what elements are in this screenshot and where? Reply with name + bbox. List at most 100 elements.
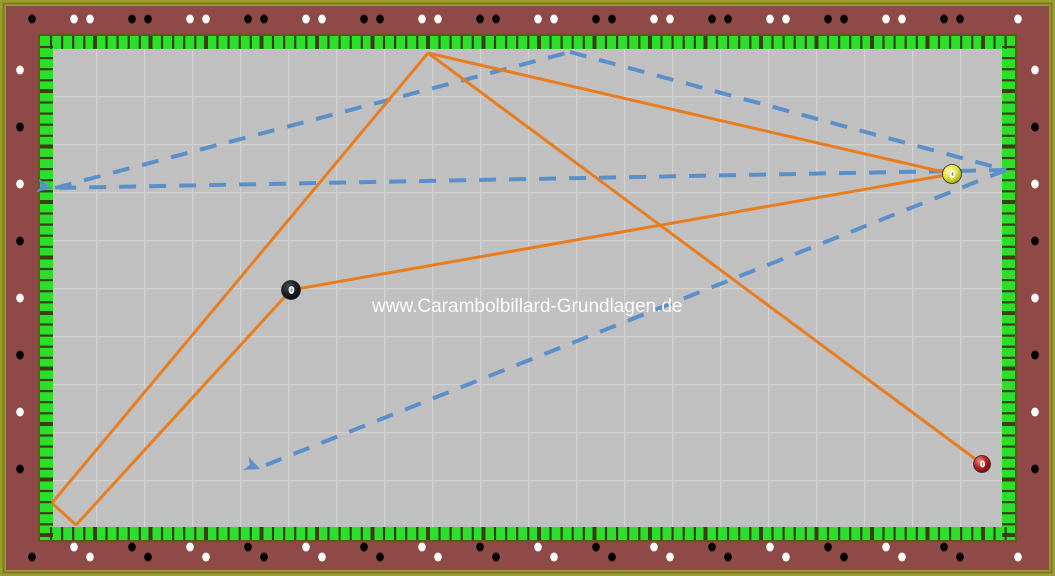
diamond-left-white (16, 293, 24, 303)
diamond-bottom-black (840, 552, 848, 562)
diamond-top-inner-white (766, 14, 774, 24)
diamond-bottom-black (376, 552, 384, 562)
diamond-bottom-inner-black (360, 542, 368, 552)
diamond-bottom-inner-black (128, 542, 136, 552)
bottom-left-to-left-cushion (50, 501, 78, 527)
diamond-top-inner-white (534, 14, 542, 24)
cushions (40, 36, 1015, 540)
diamond-top-black (28, 14, 36, 24)
cueball-to-yellow (290, 172, 953, 292)
diamond-right-white (1031, 65, 1039, 75)
yellow-ball (942, 164, 962, 184)
diamond-top-inner-black (128, 14, 136, 24)
diamond-bottom-black (956, 552, 964, 562)
arrow-bottom-left (243, 456, 260, 470)
diamond-top-white (434, 14, 442, 24)
diamond-bottom-inner-white (70, 542, 78, 552)
diamond-bottom-inner-white (882, 542, 890, 552)
cushion-segment-ticks (40, 36, 1015, 540)
diamond-top-black (608, 14, 616, 24)
diamond-bottom-inner-black (592, 542, 600, 552)
diamond-bottom-inner-white (186, 542, 194, 552)
diamond-bottom-inner-white (418, 542, 426, 552)
reference-arrowheads-blue (36, 178, 260, 470)
yellow-to-top-cushion (427, 51, 953, 176)
diamond-bottom-white (434, 552, 442, 562)
diamond-bottom-inner-white (650, 542, 658, 552)
diamond-top-white (86, 14, 94, 24)
right-cushion-to-bottom-arrow (265, 168, 1007, 467)
red-ball (973, 455, 991, 473)
diamond-left-black (16, 122, 24, 132)
diamond-bottom-black (724, 552, 732, 562)
diamond-left-black (16, 236, 24, 246)
diamond-bottom-white (550, 552, 558, 562)
diamond-top-white (782, 14, 790, 24)
diamond-bottom-black (28, 552, 36, 562)
right-cushion-to-left-arrow (54, 168, 1007, 190)
diamond-bottom-inner-white (766, 542, 774, 552)
diamond-bottom-white (782, 552, 790, 562)
diamond-top-inner-white (882, 14, 890, 24)
diamond-top-inner-white (650, 14, 658, 24)
diamond-top-white (666, 14, 674, 24)
diamond-top-inner-white (186, 14, 194, 24)
diamond-top-inner-white (418, 14, 426, 24)
diamond-bottom-inner-white (534, 542, 542, 552)
diamond-top-inner-black (476, 14, 484, 24)
diamond-right-white (1031, 407, 1039, 417)
diamond-top-inner-white (70, 14, 78, 24)
top-cushion-to-red (427, 51, 983, 466)
diamond-bottom-black (608, 552, 616, 562)
reference-lines-blue (54, 50, 1007, 467)
diamond-bottom-inner-black (708, 542, 716, 552)
diamond-right-white (1031, 293, 1039, 303)
diamond-top-white (1014, 14, 1022, 24)
rail-diamond-markers (16, 14, 1039, 562)
cushion-left (40, 36, 53, 540)
left-cushion-rebound (50, 52, 430, 504)
diamond-top-black (724, 14, 732, 24)
diamond-bottom-black (260, 552, 268, 562)
diamond-top-inner-black (360, 14, 368, 24)
diamond-top-white (318, 14, 326, 24)
diamond-bottom-white (898, 552, 906, 562)
diamond-bottom-inner-black (244, 542, 252, 552)
diamond-right-black (1031, 122, 1039, 132)
arrow-left (36, 178, 52, 193)
diamond-top-white (202, 14, 210, 24)
diamond-top-black (956, 14, 964, 24)
diamond-right-black (1031, 236, 1039, 246)
diamond-top-white (898, 14, 906, 24)
diamond-bottom-inner-white (302, 542, 310, 552)
diamond-bottom-black (144, 552, 152, 562)
diamond-bottom-inner-black (824, 542, 832, 552)
shot-path-orange (50, 51, 983, 527)
diamond-left-white (16, 65, 24, 75)
diamond-top-inner-black (940, 14, 948, 24)
balls-layer (281, 164, 991, 473)
diamond-right-white (1031, 179, 1039, 189)
diamond-bottom-white (202, 552, 210, 562)
diamond-left-white (16, 407, 24, 417)
diamond-top-inner-black (708, 14, 716, 24)
diamond-bottom-white (1014, 552, 1022, 562)
black-ball (281, 280, 301, 300)
diamond-top-white (550, 14, 558, 24)
diamond-left-black (16, 464, 24, 474)
table-felt (53, 49, 1002, 527)
diamond-top-black (144, 14, 152, 24)
cushion-right (1002, 36, 1015, 540)
diamond-right-black (1031, 350, 1039, 360)
diamond-top-black (376, 14, 384, 24)
diamond-left-black (16, 350, 24, 360)
diamond-bottom-white (666, 552, 674, 562)
diamond-top-inner-black (592, 14, 600, 24)
watermark-text: www.Carambolbillard-Grundlagen.de (371, 296, 683, 317)
diamond-bottom-inner-black (476, 542, 484, 552)
diamond-top-inner-black (244, 14, 252, 24)
diamond-left-white (16, 179, 24, 189)
